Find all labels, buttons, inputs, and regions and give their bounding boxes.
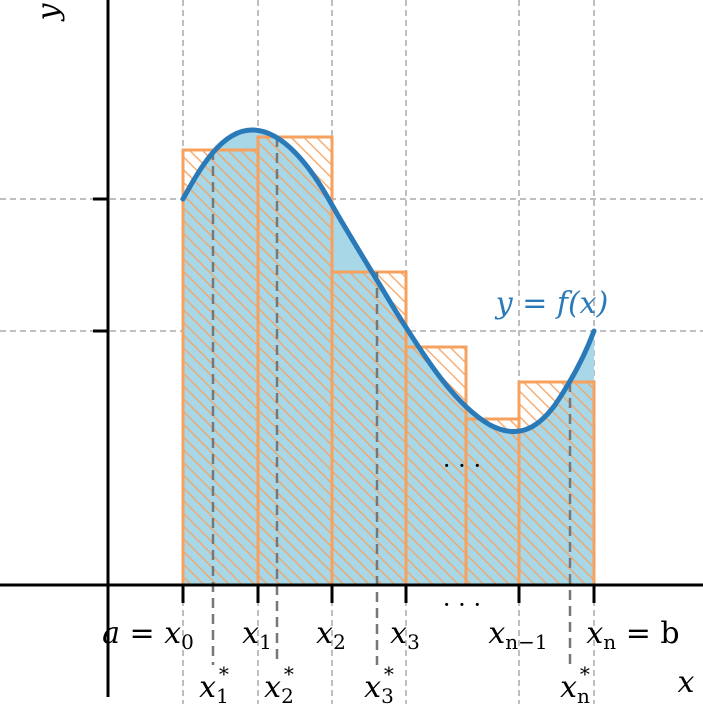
sample-label-sup: * xyxy=(284,662,294,686)
partition-label-base: x xyxy=(242,616,259,651)
sample-label-base: x xyxy=(264,670,281,704)
curve-label: y = f(x) xyxy=(494,286,609,321)
riemann-rectangle-5 xyxy=(464,417,521,587)
sample-label-x2: x2* xyxy=(264,662,294,704)
partition-label-base: x xyxy=(586,616,603,651)
partition-label-base: a = x xyxy=(102,616,181,651)
partition-label-x2: x2 xyxy=(316,616,346,654)
sample-label-sup: * xyxy=(219,662,229,686)
partition-label-sub: 3 xyxy=(407,630,420,654)
axis-ellipsis: · · · xyxy=(443,591,481,619)
sample-label-sub: 3 xyxy=(381,684,394,704)
riemann-rectangle-2 xyxy=(256,135,334,587)
partition-label-sub: 2 xyxy=(333,630,346,654)
sample-label-base: x xyxy=(364,670,381,704)
sample-label-base: x xyxy=(199,670,216,704)
partition-label-x3: x3 xyxy=(390,616,420,654)
function-curve xyxy=(180,127,597,435)
inside-ellipsis: · · · xyxy=(443,452,481,480)
partition-label-xn-1: xn−1 xyxy=(488,616,547,654)
partition-label-x1: x1 xyxy=(242,616,272,654)
sample-label-base: x xyxy=(560,670,577,704)
sample-label-x1: x1* xyxy=(199,662,229,704)
riemann-rectangle-6 xyxy=(517,380,596,587)
sample-label-x3: x3* xyxy=(364,662,394,704)
x-axis-label: x xyxy=(678,665,695,700)
partition-label-sub: 1 xyxy=(259,630,272,654)
y-axis-label: y xyxy=(31,2,66,22)
partition-label-sub: 0 xyxy=(181,630,194,654)
riemann-rectangle-3 xyxy=(330,270,408,587)
sample-label-xn: xn* xyxy=(560,662,590,704)
sample-label-sub: n xyxy=(577,684,590,704)
partition-label-base: x xyxy=(488,616,505,651)
riemann-rectangle-4 xyxy=(404,345,468,587)
partition-label-base: x xyxy=(316,616,333,651)
partition-label-suffix: = b xyxy=(616,616,679,651)
riemann-rectangles xyxy=(181,135,596,587)
riemann-rectangle-1 xyxy=(181,148,260,587)
partition-label-xn: xn = b xyxy=(586,616,679,654)
sample-label-sub: 1 xyxy=(216,684,229,704)
partition-label-x0: a = x0 xyxy=(102,616,194,654)
partition-label-base: x xyxy=(390,616,407,651)
partition-label-sub: n−1 xyxy=(505,630,547,654)
sample-label-sub: 2 xyxy=(281,684,294,704)
sample-label-sup: * xyxy=(580,662,590,686)
sample-lines xyxy=(211,137,572,665)
sample-label-sup: * xyxy=(384,662,394,686)
partition-label-sub: n xyxy=(603,630,616,654)
